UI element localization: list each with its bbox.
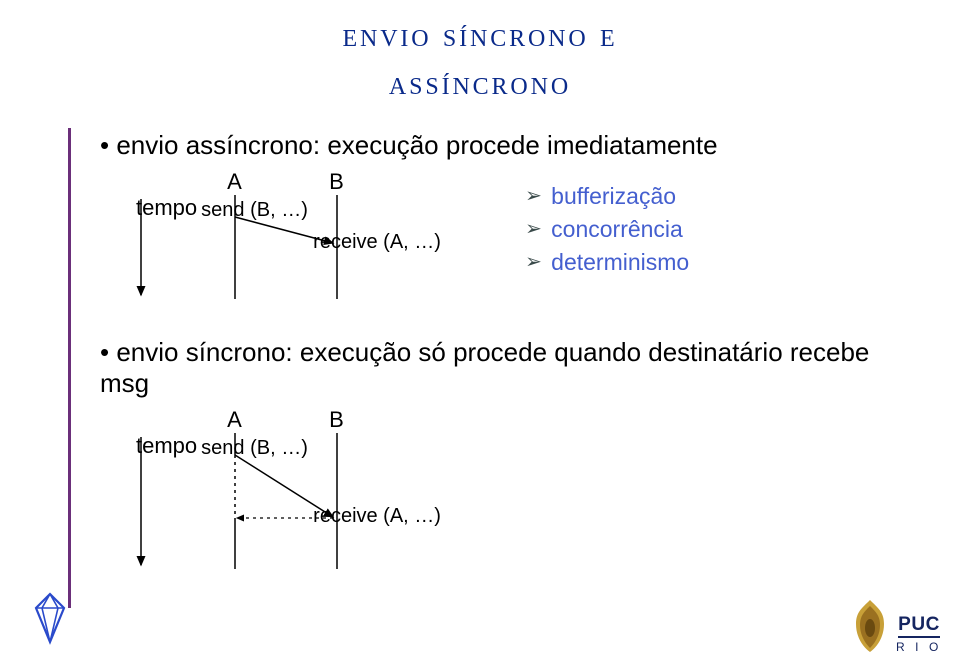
sync-bullet: • envio síncrono: execução só procede qu… — [100, 337, 910, 399]
sync-block: • envio síncrono: execução só procede qu… — [100, 337, 910, 577]
diamond-logo-icon — [28, 590, 72, 646]
tempo-label-2: tempo — [136, 433, 197, 459]
sync-sequence-diagram: A B send (B, …) receive (A, …) — [205, 407, 465, 577]
main-content: • envio assíncrono: execução procede ime… — [100, 130, 910, 577]
lifeline-label-a: A — [227, 169, 242, 195]
title-line-1: envio síncrono e — [0, 12, 960, 60]
lifeline-label-a2: A — [227, 407, 242, 433]
lifeline-label-b2: B — [329, 407, 344, 433]
async-sequence-diagram: A B send (B, …) receive (A, …) — [205, 169, 465, 309]
vertical-accent-bar — [68, 128, 71, 608]
page-title: envio síncrono e assíncrono — [0, 0, 960, 107]
benefit-item: bufferização — [525, 183, 689, 210]
puc-text-block: PUC R I O — [896, 615, 942, 654]
puc-text-sub: R I O — [896, 640, 942, 654]
async-diagram-row: tempo A B send (B, …) receive (A, …) — [136, 169, 910, 309]
puc-text-main: PUC — [898, 615, 940, 638]
send-label-1: send (B, …) — [201, 199, 308, 222]
tempo-label-1: tempo — [136, 195, 197, 221]
benefit-item: concorrência — [525, 216, 689, 243]
title-line-2: assíncrono — [0, 60, 960, 108]
benefit-item: determinismo — [525, 249, 689, 276]
sync-diagram-row: tempo A B send (B, …) receive (A, …) — [136, 407, 910, 577]
send-label-2: send (B, …) — [201, 437, 308, 460]
async-bullet: • envio assíncrono: execução procede ime… — [100, 130, 910, 161]
receive-label-2: receive (A, …) — [313, 505, 441, 528]
puc-logo: PUC R I O — [850, 598, 942, 654]
async-benefits-list: bufferização concorrência determinismo — [525, 183, 689, 282]
puc-shield-icon — [850, 598, 890, 654]
receive-label-1: receive (A, …) — [313, 231, 441, 254]
lifeline-label-b: B — [329, 169, 344, 195]
